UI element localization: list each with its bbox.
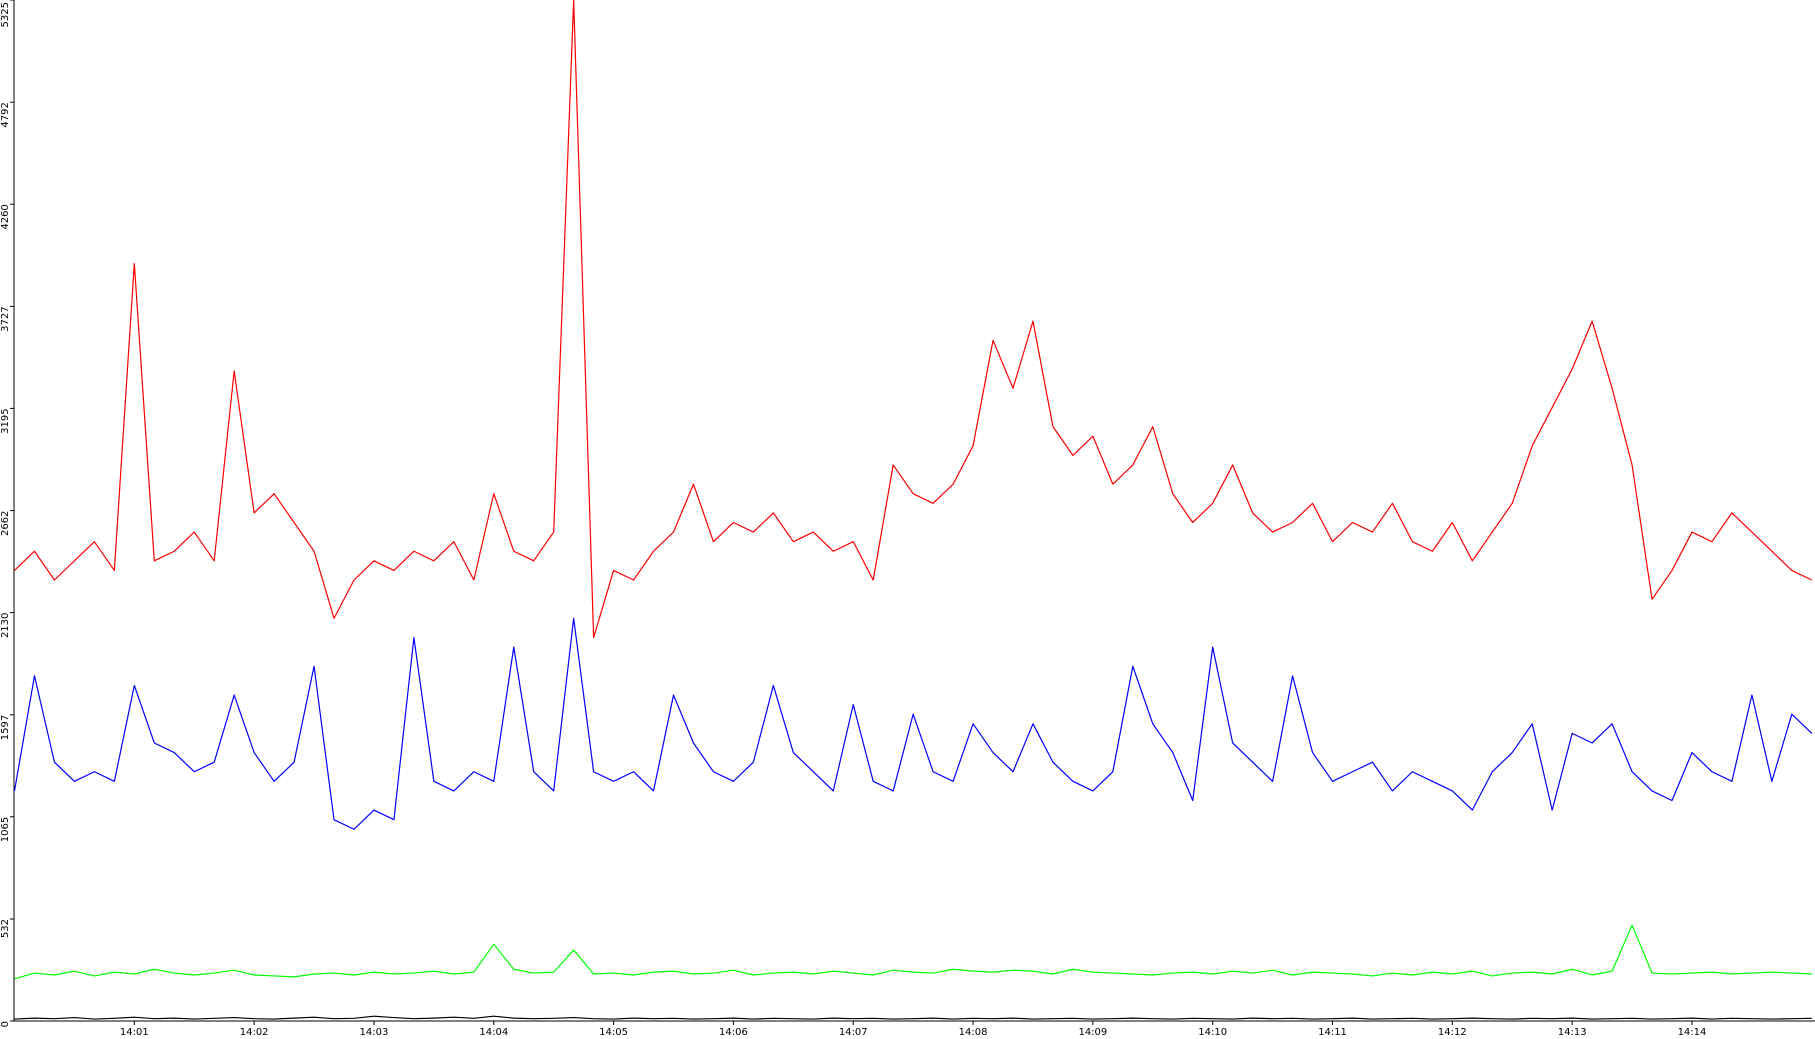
x-tick-label: 14:12 (1438, 1027, 1467, 1038)
x-tick-label: 14:02 (240, 1027, 269, 1038)
x-tick-label: 14:09 (1078, 1027, 1107, 1038)
series-line (14, 924, 1812, 980)
x-tick-label: 14:14 (1678, 1027, 1707, 1038)
y-tick-label: 532 (0, 919, 11, 938)
x-tick-label: 14:05 (599, 1027, 628, 1038)
x-tick-label: 14:11 (1318, 1027, 1347, 1038)
x-tick-label: 14:08 (959, 1027, 988, 1038)
y-tick-label: 5325 (0, 2, 11, 27)
y-tick-label: 2662 (0, 511, 11, 536)
y-tick-label: 4792 (0, 102, 11, 127)
x-tick-label: 14:03 (360, 1027, 389, 1038)
x-tick-label: 14:01 (120, 1027, 149, 1038)
series-line (14, 1015, 1812, 1020)
y-tick-label: 4260 (0, 204, 11, 229)
y-tick-label: 1065 (0, 817, 11, 842)
y-tick-label: 1597 (0, 715, 11, 740)
y-tick-label: 2130 (0, 613, 11, 638)
series-line (14, 0, 1813, 639)
y-tick-label: 0 (0, 1021, 11, 1027)
y-tick-label: 3195 (0, 408, 11, 433)
series-line (13, 617, 1813, 830)
x-tick-label: 14:04 (479, 1027, 508, 1038)
x-tick-label: 14:06 (719, 1027, 748, 1038)
x-tick-label: 14:10 (1198, 1027, 1227, 1038)
x-tick-label: 14:13 (1558, 1027, 1587, 1038)
y-tick-label: 3727 (0, 306, 11, 331)
x-tick-label: 14:07 (839, 1027, 868, 1038)
